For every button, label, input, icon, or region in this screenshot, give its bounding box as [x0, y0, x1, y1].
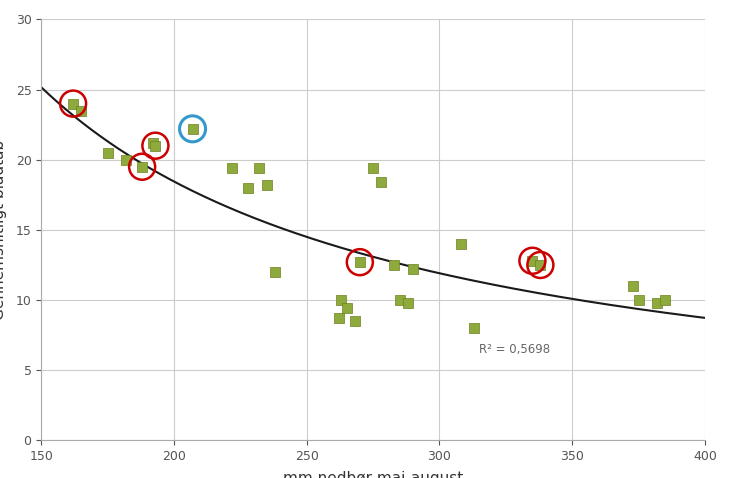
Point: [75, 107, 87, 114]
Point: [261, 181, 273, 189]
Point: [534, 261, 546, 269]
Point: [394, 296, 406, 304]
Point: [348, 317, 360, 325]
Point: [632, 296, 644, 304]
Point: [402, 299, 414, 307]
Point: [627, 282, 639, 290]
Point: [149, 142, 161, 150]
Point: [187, 125, 198, 133]
Point: [269, 268, 281, 276]
Point: [468, 324, 480, 332]
Point: [376, 178, 387, 186]
Point: [651, 299, 663, 307]
Point: [340, 304, 352, 312]
Point: [102, 149, 113, 156]
Point: [335, 296, 347, 304]
Text: R² = 0,5698: R² = 0,5698: [479, 343, 550, 357]
Point: [389, 261, 400, 269]
Point: [367, 164, 379, 172]
Point: [455, 240, 466, 248]
Point: [120, 156, 132, 163]
Point: [226, 164, 238, 172]
Point: [67, 100, 79, 108]
Point: [147, 139, 159, 147]
Point: [136, 163, 148, 171]
Y-axis label: Gennemsnitligt bladtab: Gennemsnitligt bladtab: [0, 140, 7, 320]
Point: [526, 257, 538, 265]
Point: [660, 296, 671, 304]
Point: [354, 258, 366, 266]
Point: [407, 265, 419, 273]
Point: [253, 164, 265, 172]
Point: [333, 315, 345, 322]
Point: [242, 184, 254, 192]
X-axis label: mm nedbør maj-august: mm nedbør maj-august: [283, 471, 463, 478]
